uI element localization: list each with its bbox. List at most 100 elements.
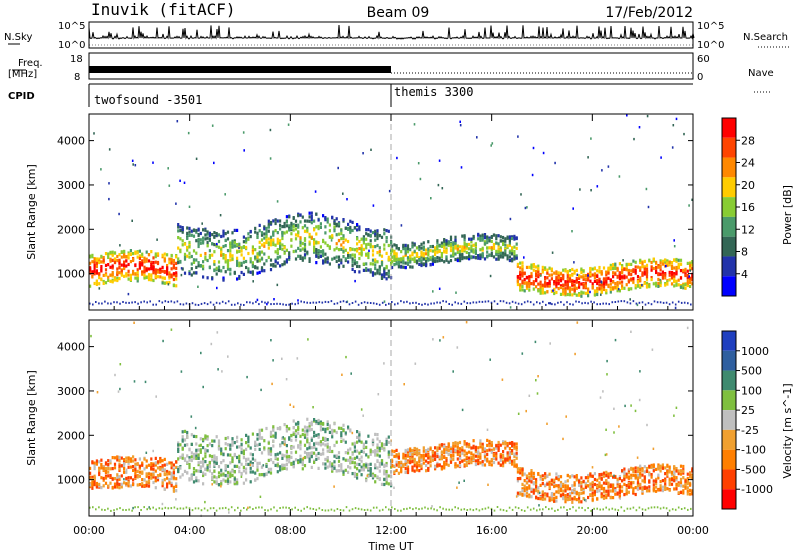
velocity-echo-cell bbox=[279, 451, 282, 455]
velocity-echo-cell bbox=[113, 456, 117, 460]
power-echo-cell bbox=[530, 275, 533, 279]
power-echo-cell bbox=[536, 301, 538, 304]
velocity-echo-cell bbox=[652, 488, 655, 492]
velocity-echo-cell bbox=[199, 469, 202, 473]
power-echo-cell bbox=[179, 225, 182, 229]
power-echo-cell bbox=[535, 273, 538, 278]
velocity-echo-cell bbox=[356, 472, 359, 477]
power-echo-cell bbox=[521, 268, 524, 272]
power-echo-cell bbox=[322, 251, 325, 255]
velocity-echo-cell bbox=[632, 469, 635, 474]
velocity-echo-cell bbox=[132, 455, 135, 459]
velocity-echo-cell bbox=[340, 463, 343, 467]
power-echo-cell bbox=[545, 303, 547, 306]
velocity-echo-cell bbox=[456, 445, 459, 449]
velocity-echo-cell bbox=[400, 464, 403, 468]
velocity-echo-cell bbox=[269, 471, 273, 475]
velocity-echo-cell bbox=[299, 447, 302, 451]
nsky-tick-high: 10^5 bbox=[58, 21, 85, 32]
power-echo-cell bbox=[315, 212, 318, 216]
velocity-echo-cell bbox=[233, 477, 236, 481]
velocity-echo-cell bbox=[566, 485, 569, 489]
power-echo-cell bbox=[400, 258, 403, 262]
power-echo-cell bbox=[432, 290, 434, 293]
velocity-echo-cell bbox=[251, 463, 254, 467]
velocity-echo-cell bbox=[100, 486, 103, 490]
velocity-echo-cell bbox=[132, 459, 135, 463]
velocity-echo-cell bbox=[145, 465, 148, 469]
power-echo-cell bbox=[118, 271, 121, 275]
velocity-echo-cell bbox=[303, 464, 307, 468]
power-echo-cell bbox=[344, 238, 347, 242]
velocity-echo-cell bbox=[315, 453, 318, 457]
power-echo-cell bbox=[308, 240, 311, 244]
power-echo-cell bbox=[535, 269, 538, 273]
power-echo-cell bbox=[659, 259, 662, 263]
velocity-echo-cell bbox=[481, 460, 484, 464]
velocity-echo-cell bbox=[609, 471, 612, 476]
velocity-echo-cell bbox=[378, 464, 381, 469]
power-echo-cell bbox=[279, 223, 282, 227]
velocity-echo-cell bbox=[614, 487, 617, 491]
power-echo-cell bbox=[249, 229, 252, 234]
velocity-echo-cell bbox=[195, 454, 198, 458]
power-echo-cell bbox=[356, 261, 359, 265]
power-echo-cell bbox=[431, 249, 434, 253]
power-echo-cell bbox=[391, 244, 394, 248]
velocity-echo-cell bbox=[98, 460, 101, 464]
power-echo-cell bbox=[303, 245, 307, 249]
velocity-echo-cell bbox=[136, 483, 139, 487]
velocity-echo-cell bbox=[319, 428, 322, 432]
power-echo-cell bbox=[652, 266, 655, 271]
power-echo-cell bbox=[269, 220, 273, 225]
velocity-echo-cell bbox=[458, 452, 462, 456]
velocity-echo-cell bbox=[251, 453, 254, 457]
power-echo-cell bbox=[589, 266, 592, 271]
velocity-echo-cell bbox=[283, 463, 286, 467]
velocity-echo-cell bbox=[418, 457, 421, 461]
velocity-echo-cell bbox=[134, 467, 137, 471]
power-echo-cell bbox=[163, 270, 166, 274]
velocity-echo-cell bbox=[238, 470, 241, 474]
power-echo-cell bbox=[497, 242, 500, 246]
velocity-echo-cell bbox=[283, 437, 286, 441]
velocity-echo-cell bbox=[229, 470, 232, 474]
power-echo-cell bbox=[486, 240, 489, 245]
power-echo-cell bbox=[415, 259, 419, 263]
velocity-echo-cell bbox=[365, 440, 368, 444]
power-echoes bbox=[89, 114, 694, 310]
velocity-echo-cell bbox=[123, 481, 126, 485]
power-echo-cell bbox=[199, 238, 202, 242]
power-echo-cell bbox=[447, 260, 450, 264]
power-echo-cell bbox=[143, 265, 146, 269]
velocity-echo-cell bbox=[272, 427, 275, 431]
power-echo-cell bbox=[224, 238, 227, 243]
power-echo-cell bbox=[659, 301, 662, 304]
power-echo-cell bbox=[582, 269, 585, 273]
power-echo-cell bbox=[159, 270, 162, 274]
velocity-echo-cell bbox=[208, 442, 211, 446]
velocity-echo-cell bbox=[532, 471, 535, 475]
power-echo-cell bbox=[136, 277, 139, 281]
velocity-echo-cell bbox=[511, 441, 514, 445]
power-echo-cell bbox=[566, 280, 569, 284]
velocity-echo-cell bbox=[427, 456, 430, 460]
power-echo-cell bbox=[172, 266, 175, 270]
velocity-echo-cell bbox=[600, 472, 603, 476]
power-echo-cell bbox=[598, 279, 601, 283]
power-echo-cell bbox=[643, 270, 646, 274]
power-echo-cell bbox=[596, 290, 599, 294]
power-echo-cell bbox=[488, 239, 491, 243]
power-echo-cell bbox=[420, 255, 423, 259]
velocity-echo-cell bbox=[310, 423, 313, 427]
velocity-echo-cell bbox=[497, 461, 500, 465]
power-echo-cell bbox=[251, 245, 254, 249]
station-title: Inuvik (fitACF) bbox=[91, 0, 236, 19]
power-echo-cell bbox=[513, 245, 516, 249]
power-echo-cell bbox=[143, 300, 145, 303]
velocity-echo-cell bbox=[197, 461, 200, 465]
power-echo-cell bbox=[495, 234, 498, 238]
power-echo-cell bbox=[525, 284, 529, 288]
power-echo-cell bbox=[374, 232, 377, 236]
power-echo-cell bbox=[254, 230, 257, 234]
